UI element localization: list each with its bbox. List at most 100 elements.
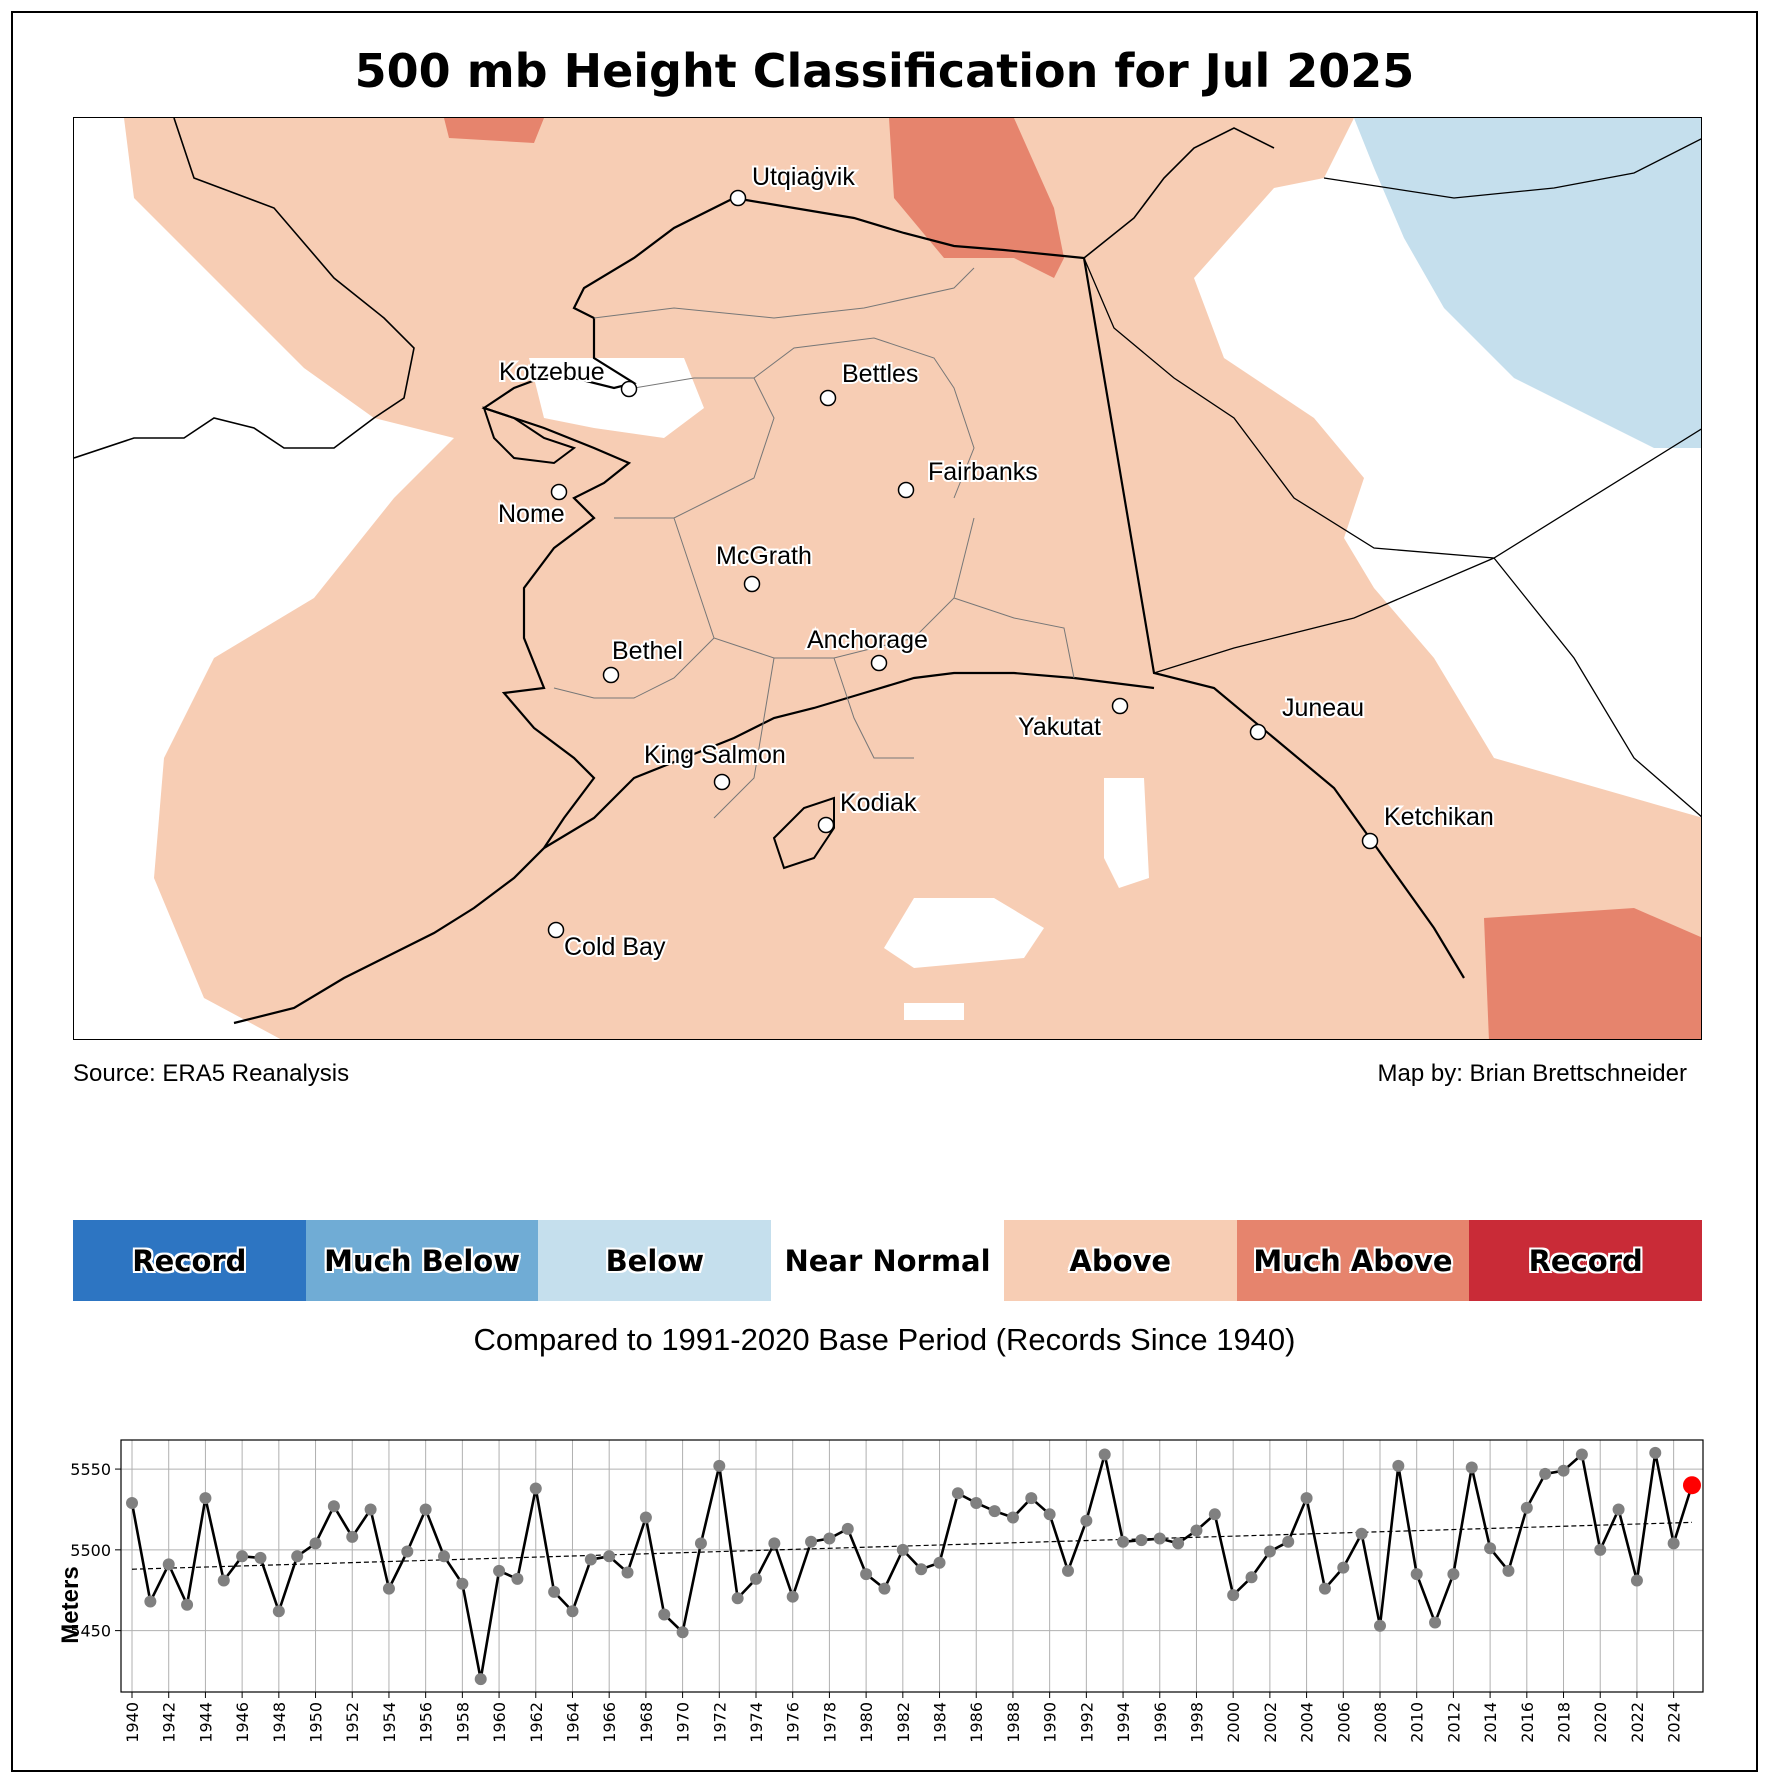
canada-coast [1083, 127, 1275, 259]
city-cold-bay[interactable]: Cold Bay [547, 921, 668, 963]
data-point [1429, 1616, 1442, 1629]
y-axis-ticks: 5450 5500 5550 [70, 1460, 121, 1641]
x-tick-label: 1942 [160, 1702, 179, 1743]
city-ketchikan[interactable]: Ketchikan [1361, 801, 1496, 850]
data-point [970, 1497, 983, 1509]
x-tick-label: 1950 [307, 1702, 326, 1743]
x-tick-label: 2002 [1261, 1702, 1280, 1743]
legend-category: Above [1003, 1220, 1237, 1301]
svg-text:Ketchikan: Ketchikan [1384, 803, 1494, 831]
x-tick-label: 1946 [233, 1702, 252, 1743]
x-tick-label: 1982 [894, 1702, 913, 1743]
base-period-note: Compared to 1991-2020 Base Period (Recor… [473, 1322, 1296, 1357]
city-bettles[interactable]: Bettles [819, 358, 920, 407]
map-canvas: Utqiaġvik Kotzebue Bettles Fairbanks Nom… [74, 118, 1701, 1039]
svg-text:King Salmon: King Salmon [644, 741, 786, 769]
data-point [1392, 1459, 1405, 1472]
data-point [126, 1497, 139, 1509]
data-point [658, 1608, 671, 1621]
data-point [915, 1563, 928, 1576]
x-tick-label: 1978 [820, 1702, 839, 1743]
data-point [401, 1545, 414, 1558]
data-point [1190, 1524, 1203, 1537]
x-tick-label: 1952 [343, 1702, 362, 1743]
data-point [584, 1553, 597, 1566]
data-point [1447, 1568, 1460, 1581]
chart-grid [121, 1440, 1703, 1692]
page-title: 500 mb Height Classification for Jul 202… [354, 44, 1415, 98]
x-tick-label: 1960 [490, 1702, 509, 1743]
x-tick-label: 2014 [1481, 1702, 1500, 1743]
data-point [272, 1605, 285, 1618]
city-nome[interactable]: Nome [496, 483, 568, 530]
data-point [1006, 1511, 1019, 1524]
x-tick-label: 1940 [123, 1702, 142, 1743]
x-tick-label: 1996 [1151, 1702, 1170, 1743]
data-point [493, 1564, 506, 1577]
height-timeseries-chart: 5450 5500 5550 1940 1942 1944 1946 1948 1950 195… [57, 1439, 1704, 1743]
x-tick-label: 2008 [1371, 1702, 1390, 1743]
data-point [144, 1595, 157, 1608]
svg-text:Yakutat: Yakutat [1018, 713, 1101, 741]
classification-legend: Record Much Below Below Near Normal Above Muc… [73, 1220, 1703, 1301]
series-points [126, 1446, 1701, 1686]
y-tick-label: 5450 [70, 1622, 111, 1641]
x-tick-label: 1974 [747, 1702, 766, 1743]
data-point [309, 1537, 322, 1550]
city-anchorage[interactable]: Anchorage [805, 624, 930, 672]
city-juneau[interactable]: Juneau [1249, 692, 1366, 741]
data-point [1263, 1545, 1276, 1558]
data-point [621, 1566, 634, 1579]
data-point [1373, 1619, 1386, 1632]
y-tick-label: 5550 [70, 1460, 111, 1479]
x-tick-label: 2006 [1334, 1702, 1353, 1743]
data-point [694, 1537, 707, 1550]
x-tick-label: 2020 [1591, 1702, 1610, 1743]
data-point [1539, 1467, 1552, 1480]
data-point [1025, 1492, 1038, 1505]
city-kotzebue[interactable]: Kotzebue [497, 356, 638, 398]
city-bethel[interactable]: Bethel [602, 635, 685, 684]
data-point [1227, 1589, 1240, 1602]
city-utqiagvik[interactable]: Utqiaġvik [729, 161, 857, 207]
data-point [731, 1592, 744, 1605]
data-point [988, 1505, 1001, 1518]
x-tick-label: 1972 [710, 1702, 729, 1743]
near-normal-south [884, 898, 1044, 968]
data-point [1410, 1568, 1423, 1581]
data-point [566, 1605, 579, 1618]
city-yakutat[interactable]: Yakutat [1016, 697, 1129, 743]
city-king-salmon[interactable]: King Salmon [642, 739, 788, 791]
y-tick-label: 5500 [70, 1541, 111, 1560]
data-point [1557, 1464, 1570, 1477]
x-tick-label: 2012 [1444, 1702, 1463, 1743]
data-point [474, 1673, 487, 1686]
data-point [639, 1511, 652, 1524]
data-point [933, 1556, 946, 1569]
x-tick-label: 1954 [380, 1702, 399, 1743]
chart-plot-area [120, 1439, 1704, 1693]
near-normal-gulf [1104, 778, 1149, 888]
city-kodiak[interactable]: Kodiak [817, 787, 919, 834]
x-tick-label: 1964 [563, 1702, 582, 1743]
city-fairbanks[interactable]: Fairbanks [897, 456, 1040, 499]
trend-line [131, 1521, 1693, 1570]
legend-category: Record [73, 1220, 306, 1301]
data-point [878, 1582, 891, 1595]
svg-text:Bettles: Bettles [842, 360, 918, 388]
city-mcgrath[interactable]: McGrath [714, 540, 814, 593]
svg-text:Fairbanks: Fairbanks [928, 458, 1038, 486]
data-point [364, 1503, 377, 1516]
data-point [419, 1503, 432, 1516]
highlight-point [1682, 1476, 1701, 1495]
data-point [456, 1577, 469, 1590]
series-line [130, 1452, 1694, 1680]
svg-text:Cold Bay: Cold Bay [564, 933, 666, 961]
data-point [511, 1572, 524, 1585]
data-point [786, 1590, 799, 1603]
x-tick-label: 1998 [1187, 1702, 1206, 1743]
russia-coast [74, 118, 415, 459]
legend-category: Much Below [305, 1220, 539, 1301]
data-point [236, 1550, 249, 1563]
data-point [1520, 1501, 1533, 1514]
